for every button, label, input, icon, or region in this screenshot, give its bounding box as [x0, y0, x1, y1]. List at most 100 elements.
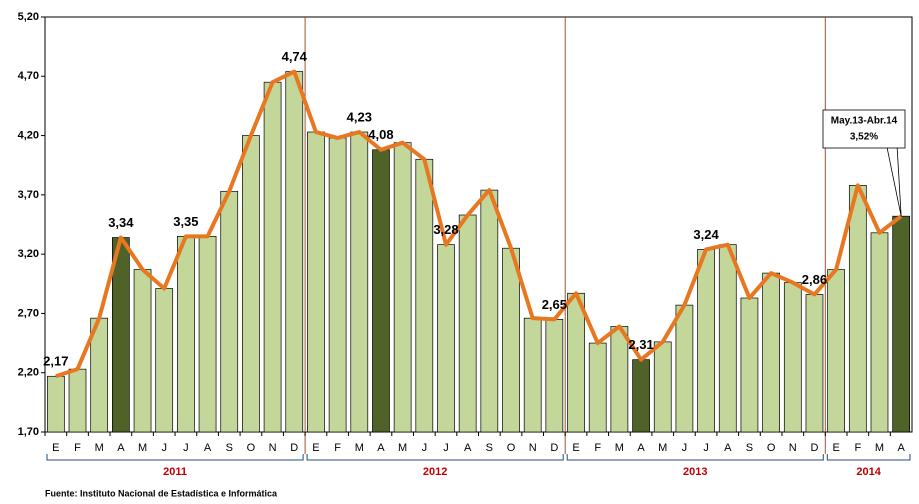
x-tick-label: S — [746, 442, 753, 454]
bar — [697, 249, 715, 433]
x-tick-label: A — [637, 442, 645, 454]
data-label: 4,74 — [282, 49, 308, 64]
x-tick-label: M — [138, 442, 147, 454]
bar — [46, 375, 65, 433]
data-label: 3,28 — [433, 222, 458, 237]
data-label: 3,24 — [693, 227, 719, 242]
bar — [68, 368, 87, 433]
bar — [805, 294, 824, 433]
x-tick-label: F — [594, 442, 601, 454]
year-bracket — [566, 454, 824, 461]
x-tick-label: N — [529, 442, 537, 454]
bar — [393, 142, 412, 433]
bar — [242, 135, 260, 433]
x-tick-label: M — [615, 442, 624, 454]
bar — [350, 131, 369, 433]
bar — [892, 215, 911, 433]
line — [55, 69, 903, 379]
data-label: 3,35 — [173, 214, 198, 229]
bar — [220, 190, 239, 433]
x-tick-label: M — [355, 442, 364, 454]
x-tick-label: F — [854, 442, 861, 454]
bar — [762, 272, 780, 433]
y-tick-label: 1,70 — [18, 426, 39, 438]
x-tick-label: J — [703, 442, 709, 454]
x-tick-label: F — [334, 442, 341, 454]
bar — [632, 359, 650, 433]
y-tick-label: 2,20 — [18, 367, 39, 379]
x-tick-label: E — [832, 442, 839, 454]
x-tick-label: M — [398, 442, 407, 454]
bar — [545, 319, 564, 433]
year-label: 2013 — [683, 466, 707, 478]
bar — [740, 297, 759, 433]
bar — [610, 326, 629, 433]
x-tick-label: A — [724, 442, 732, 454]
x-tick-label: E — [312, 442, 319, 454]
x-tick-label: O — [767, 442, 776, 454]
y-tick-label: 2,70 — [18, 307, 39, 319]
bar — [523, 317, 542, 433]
x-tick-label: S — [486, 442, 493, 454]
bar — [155, 288, 174, 433]
bar — [567, 292, 585, 433]
data-label: 3,34 — [108, 215, 134, 230]
bar — [437, 244, 455, 433]
bar — [372, 149, 390, 433]
bar — [588, 342, 607, 433]
year-label: 2011 — [163, 466, 187, 478]
x-tick-label: F — [74, 442, 81, 454]
bar — [177, 236, 195, 433]
bar — [502, 247, 520, 433]
data-label: 4,08 — [368, 127, 393, 142]
data-label: 2,65 — [542, 297, 567, 312]
annotation-text: 3,52% — [850, 132, 878, 143]
annotation-title: May.13-Abr.14 — [831, 116, 898, 127]
bar — [675, 304, 694, 433]
y-tick-label: 3,20 — [18, 248, 39, 260]
data-label: 2,86 — [802, 272, 827, 287]
x-tick-label: J — [443, 442, 449, 454]
callout-pointer — [886, 147, 902, 217]
data-label: 4,23 — [347, 109, 372, 124]
x-tick-label: M — [875, 442, 884, 454]
x-tick-label: D — [290, 442, 298, 454]
bar — [263, 81, 282, 433]
x-tick-label: E — [52, 442, 59, 454]
year-label: 2012 — [423, 466, 447, 478]
bar — [848, 185, 867, 433]
x-tick-label: E — [572, 442, 579, 454]
bar — [870, 232, 889, 433]
y-tick-label: 5,20 — [18, 11, 39, 23]
source: Fuente: Instituto Nacional de Estadístic… — [45, 488, 278, 498]
x-tick-label: D — [810, 442, 818, 454]
y-tick-label: 3,70 — [18, 189, 39, 201]
bar — [480, 189, 499, 433]
data-label: 2,17 — [43, 354, 68, 369]
x-tick-label: J — [682, 442, 688, 454]
x-tick-label: N — [269, 442, 277, 454]
x-tick-label: S — [226, 442, 233, 454]
x-tick-label: O — [247, 442, 256, 454]
x-tick-label: J — [183, 442, 189, 454]
x-tick-label: J — [422, 442, 428, 454]
x-tick-label: D — [550, 442, 558, 454]
y-tick-label: 4,70 — [18, 70, 39, 82]
bar — [198, 236, 217, 433]
bar — [827, 269, 845, 433]
x-tick-label: M — [95, 442, 104, 454]
data-label: 2,31 — [628, 337, 653, 352]
bar — [328, 137, 347, 433]
bar — [718, 244, 737, 433]
x-tick-label: A — [464, 442, 472, 454]
x-tick-label: A — [897, 442, 905, 454]
x-tick-label: J — [161, 442, 167, 454]
bar — [415, 158, 434, 433]
bar — [133, 269, 152, 433]
year-bracket — [46, 454, 304, 461]
year-bracket — [826, 454, 911, 461]
x-tick-label: O — [507, 442, 516, 454]
callout-box — [822, 109, 906, 149]
year-bracket — [306, 454, 564, 461]
